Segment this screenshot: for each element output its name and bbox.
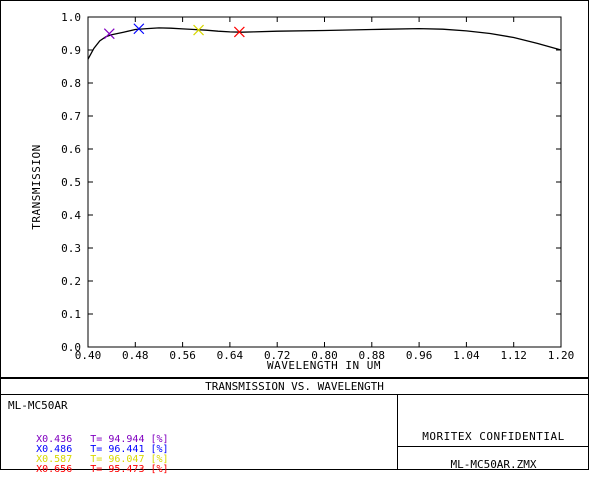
confidential-rule bbox=[398, 446, 589, 447]
x-tick-label: 0.80 bbox=[311, 349, 338, 362]
markers-layer bbox=[103, 23, 245, 40]
legend-value: T= 96.047 [%] bbox=[90, 454, 169, 465]
footer-divider bbox=[397, 394, 398, 470]
tick-labels-layer: 0.40 0.48 0.56 0.64 0.72 0.80 0.88 0.96 1.04 1.12… bbox=[61, 11, 574, 362]
y-tick-label: 0.7 bbox=[61, 110, 81, 123]
wavelength-marker bbox=[103, 28, 115, 40]
marker-stroke bbox=[193, 24, 204, 36]
x-tick-label: 1.04 bbox=[453, 349, 480, 362]
legend-item: X0.587 T= 96.047 [%] bbox=[12, 445, 169, 475]
y-tick-label: 0.4 bbox=[61, 209, 81, 222]
y-tick-label: 0.3 bbox=[61, 242, 81, 255]
marker-stroke bbox=[103, 28, 115, 40]
confidential-notice: MORITEX CONFIDENTIAL bbox=[422, 430, 565, 443]
x-tick-label: 0.96 bbox=[406, 349, 433, 362]
legend-item: X0.656 T= 95.473 [%] bbox=[12, 455, 168, 485]
y-axis-label: TRANSMISSION bbox=[30, 144, 43, 229]
legend-value: T= 94.944 [%] bbox=[90, 434, 169, 445]
transmission-chart: 0.40 0.48 0.56 0.64 0.72 0.80 0.88 0.96 1.04 1.12… bbox=[0, 0, 589, 378]
wavelength-marker bbox=[133, 23, 145, 35]
y-tick-label: 0.6 bbox=[61, 143, 81, 156]
legend-label: X0.486 bbox=[36, 444, 73, 455]
x-tick-label: 0.88 bbox=[359, 349, 386, 362]
x-tick-label: 0.48 bbox=[122, 349, 149, 362]
legend-item: X0.436 T= 94.944 [%] bbox=[12, 425, 169, 455]
curve-layer bbox=[87, 27, 562, 60]
wavelength-marker bbox=[233, 26, 245, 38]
x-tick-label: 1.20 bbox=[548, 349, 575, 362]
y-tick-label: 0.9 bbox=[61, 44, 81, 57]
x-tick-label: 0.64 bbox=[217, 349, 244, 362]
lens-filename: ML-MC50AR.ZMX bbox=[450, 458, 537, 471]
wavelength-marker bbox=[193, 24, 204, 36]
legend-item: X0.486 T= 96.441 [%] bbox=[12, 435, 169, 465]
legend-label: X0.436 bbox=[36, 434, 73, 445]
ticks-layer bbox=[87, 16, 562, 348]
transmission-curve bbox=[87, 27, 562, 60]
footer-title: TRANSMISSION VS. WAVELENGTH bbox=[205, 380, 384, 393]
y-tick-label: 0.0 bbox=[61, 341, 81, 354]
marker-stroke bbox=[233, 26, 245, 38]
y-tick-label: 0.8 bbox=[61, 77, 81, 90]
legend-value: T= 96.441 [%] bbox=[90, 444, 169, 455]
y-tick-label: 0.1 bbox=[61, 308, 81, 321]
marker-stroke bbox=[133, 23, 145, 35]
y-tick-label: 0.5 bbox=[61, 176, 81, 189]
plot-area-border bbox=[87, 16, 562, 348]
y-tick-label: 1.0 bbox=[61, 11, 81, 24]
x-tick-label: 0.56 bbox=[169, 349, 196, 362]
legend-label: X0.587 bbox=[36, 454, 73, 465]
y-tick-label: 0.2 bbox=[61, 275, 81, 288]
lens-name: ML-MC50AR bbox=[8, 399, 68, 412]
x-axis-label: WAVELENGTH IN UM bbox=[267, 359, 381, 372]
x-tick-label: 1.12 bbox=[500, 349, 527, 362]
x-tick-label: 0.40 bbox=[75, 349, 102, 362]
x-tick-label: 0.72 bbox=[264, 349, 291, 362]
